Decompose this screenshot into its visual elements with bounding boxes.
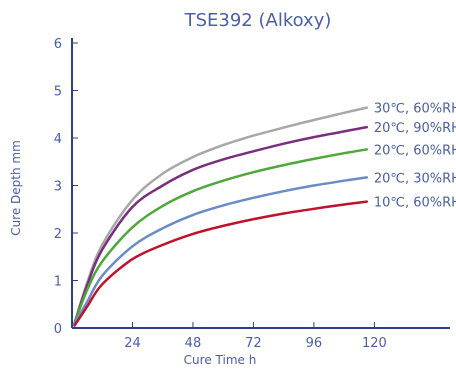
x-tick-label: 24 <box>124 336 141 351</box>
x-tick-label: 96 <box>306 336 323 351</box>
ticks: 0 1 2 3 4 5 6 24 48 72 96 120 <box>54 37 387 351</box>
axes <box>71 38 450 329</box>
series-labels: 30℃, 60%RH 20℃, 90%RH 20℃, 60%RH 20℃, 30%RH… <box>374 102 456 211</box>
x-tick-label: 72 <box>245 336 262 351</box>
series-line <box>73 148 369 325</box>
series-label: 10℃, 60%RH <box>374 196 456 211</box>
series-line <box>73 125 369 325</box>
series-label: 20℃, 30%RH <box>374 171 456 186</box>
x-tick-label: 48 <box>185 336 202 351</box>
series-lines <box>73 106 369 327</box>
x-tick-label: 120 <box>362 336 387 351</box>
y-tick-label: 3 <box>54 180 62 195</box>
series-label: 30℃, 60%RH <box>374 102 456 117</box>
y-tick-label: 1 <box>54 275 62 290</box>
series-label: 20℃, 60%RH <box>374 143 456 158</box>
series-line <box>73 176 369 326</box>
series-label: 20℃, 90%RH <box>374 121 456 136</box>
series-line <box>73 106 369 325</box>
y-tick-label: 0 <box>54 322 62 337</box>
x-axis-label: Cure Time h <box>184 353 257 367</box>
series-line <box>73 200 369 327</box>
y-tick-label: 6 <box>54 37 62 52</box>
y-tick-label: 2 <box>54 227 62 242</box>
y-axis-label: Cure Depth mm <box>9 140 23 236</box>
y-tick-label: 4 <box>54 132 62 147</box>
y-tick-label: 5 <box>54 85 62 100</box>
chart-title: TSE392 (Alkoxy) <box>184 10 332 31</box>
